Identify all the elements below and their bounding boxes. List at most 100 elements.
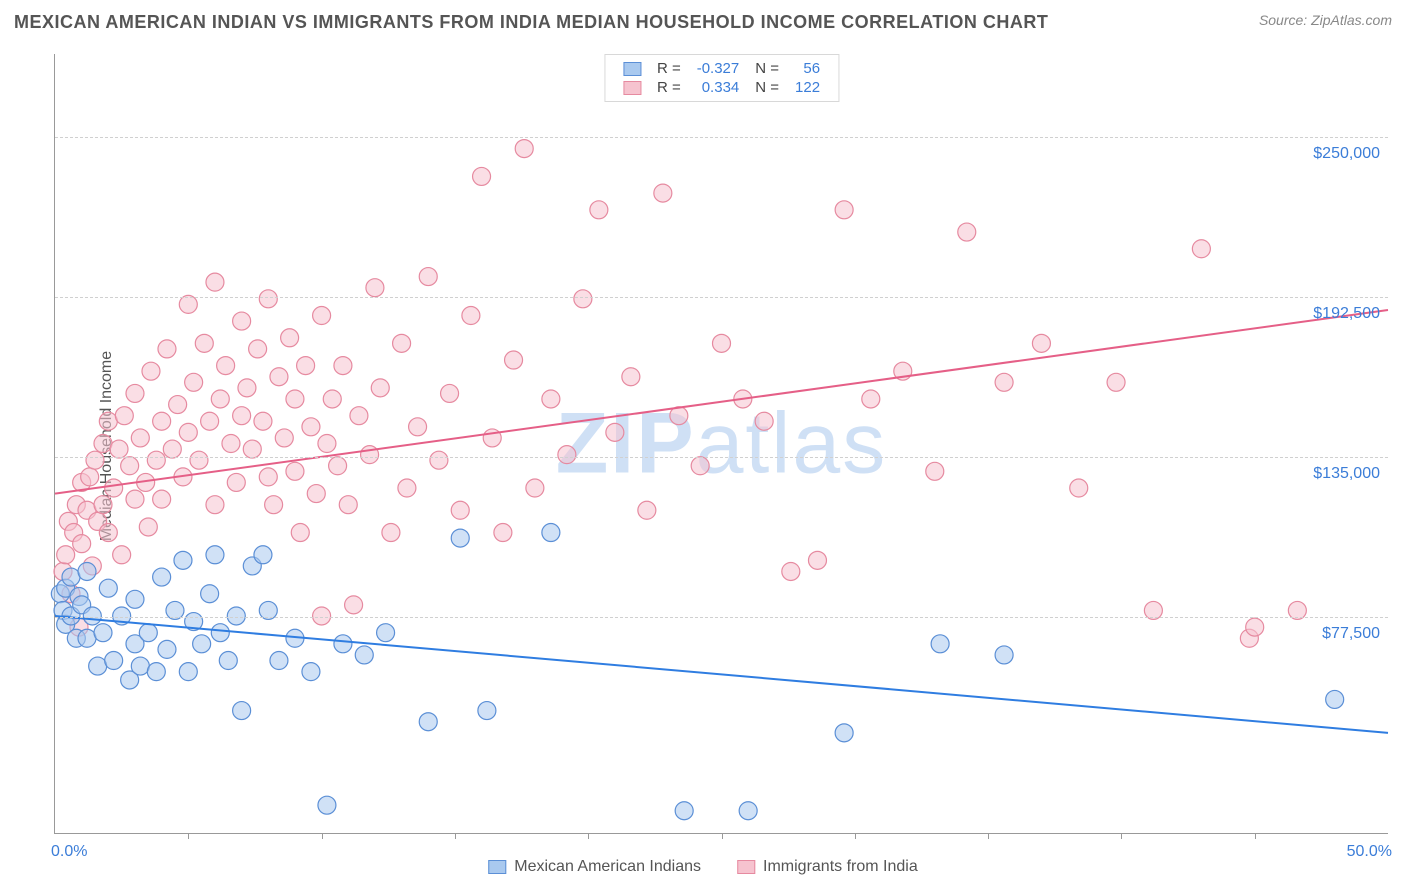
scatter-point [259, 468, 277, 486]
scatter-point [233, 407, 251, 425]
scatter-point [275, 429, 293, 447]
scatter-point [542, 524, 560, 542]
gridline [55, 617, 1388, 618]
scatter-point [270, 368, 288, 386]
x-tick [1121, 833, 1122, 839]
scatter-point [131, 657, 149, 675]
scatter-point [179, 423, 197, 441]
scatter-point [430, 451, 448, 469]
x-tick [322, 833, 323, 839]
scatter-point [99, 524, 117, 542]
series-legend: Mexican American Indians Immigrants from… [488, 858, 917, 876]
y-tick-label: $250,000 [1313, 145, 1380, 163]
gridline [55, 297, 1388, 298]
scatter-point [755, 412, 773, 430]
header: MEXICAN AMERICAN INDIAN VS IMMIGRANTS FR… [14, 12, 1392, 33]
scatter-point [350, 407, 368, 425]
scatter-point [451, 529, 469, 547]
scatter-point [862, 390, 880, 408]
scatter-point [78, 562, 96, 580]
scatter-point [355, 646, 373, 664]
stat-n-series-a: 56 [787, 59, 828, 78]
x-tick [722, 833, 723, 839]
scatter-point [174, 551, 192, 569]
scatter-point [398, 479, 416, 497]
scatter-point [808, 551, 826, 569]
legend-label-series-a: Mexican American Indians [514, 858, 701, 876]
scatter-point [926, 462, 944, 480]
scatter-point [254, 412, 272, 430]
scatter-point [782, 562, 800, 580]
scatter-point [291, 524, 309, 542]
scatter-point [158, 340, 176, 358]
scatter-point [302, 663, 320, 681]
scatter-point [323, 390, 341, 408]
scatter-point [313, 607, 331, 625]
scatter-point [227, 473, 245, 491]
source-attribution: Source: ZipAtlas.com [1259, 12, 1392, 28]
scatter-point [99, 412, 117, 430]
swatch-series-a [488, 860, 506, 874]
scatter-point [206, 546, 224, 564]
scatter-point [179, 663, 197, 681]
scatter-point [835, 201, 853, 219]
scatter-point [542, 390, 560, 408]
trend-line [55, 616, 1388, 733]
swatch-series-b [737, 860, 755, 874]
scatter-point [1107, 373, 1125, 391]
scatter-point [1192, 240, 1210, 258]
scatter-point [153, 490, 171, 508]
scatter-point [494, 524, 512, 542]
scatter-point [462, 307, 480, 325]
scatter-point [515, 140, 533, 158]
legend-item-series-b: Immigrants from India [737, 858, 918, 876]
scatter-point [270, 652, 288, 670]
scatter-point [147, 451, 165, 469]
y-tick-label: $77,500 [1322, 625, 1380, 643]
gridline [55, 457, 1388, 458]
stat-label-n: N = [747, 78, 787, 97]
scatter-point [153, 412, 171, 430]
scatter-point [286, 462, 304, 480]
x-tick [588, 833, 589, 839]
stat-label-r: R = [649, 78, 689, 97]
scatter-point [451, 501, 469, 519]
scatter-point [302, 418, 320, 436]
scatter-point [249, 340, 267, 358]
scatter-point [590, 201, 608, 219]
scatter-point [654, 184, 672, 202]
scatter-point [105, 479, 123, 497]
stat-r-series-a: -0.327 [689, 59, 748, 78]
scatter-point [169, 396, 187, 414]
scatter-point [835, 724, 853, 742]
scatter-point [995, 373, 1013, 391]
scatter-point [739, 802, 757, 820]
scatter-point [233, 312, 251, 330]
swatch-series-a [623, 62, 641, 76]
stat-r-series-b: 0.334 [689, 78, 748, 97]
scatter-point [73, 535, 91, 553]
scatter-point [83, 607, 101, 625]
scatter-point [113, 546, 131, 564]
scatter-point [131, 429, 149, 447]
scatter-point [1070, 479, 1088, 497]
scatter-point [201, 585, 219, 603]
legend-label-series-b: Immigrants from India [763, 858, 918, 876]
scatter-point [377, 624, 395, 642]
scatter-point [265, 496, 283, 514]
x-tick-label-max: 50.0% [1347, 843, 1392, 861]
scatter-point [211, 390, 229, 408]
scatter-point [139, 624, 157, 642]
scatter-point [94, 624, 112, 642]
scatter-point [409, 418, 427, 436]
scatter-point [313, 307, 331, 325]
scatter-point [158, 640, 176, 658]
x-tick [988, 833, 989, 839]
scatter-point [57, 546, 75, 564]
scatter-svg [55, 54, 1388, 833]
scatter-point [958, 223, 976, 241]
scatter-point [126, 490, 144, 508]
chart-title: MEXICAN AMERICAN INDIAN VS IMMIGRANTS FR… [14, 12, 1048, 33]
scatter-point [126, 590, 144, 608]
gridline [55, 137, 1388, 138]
